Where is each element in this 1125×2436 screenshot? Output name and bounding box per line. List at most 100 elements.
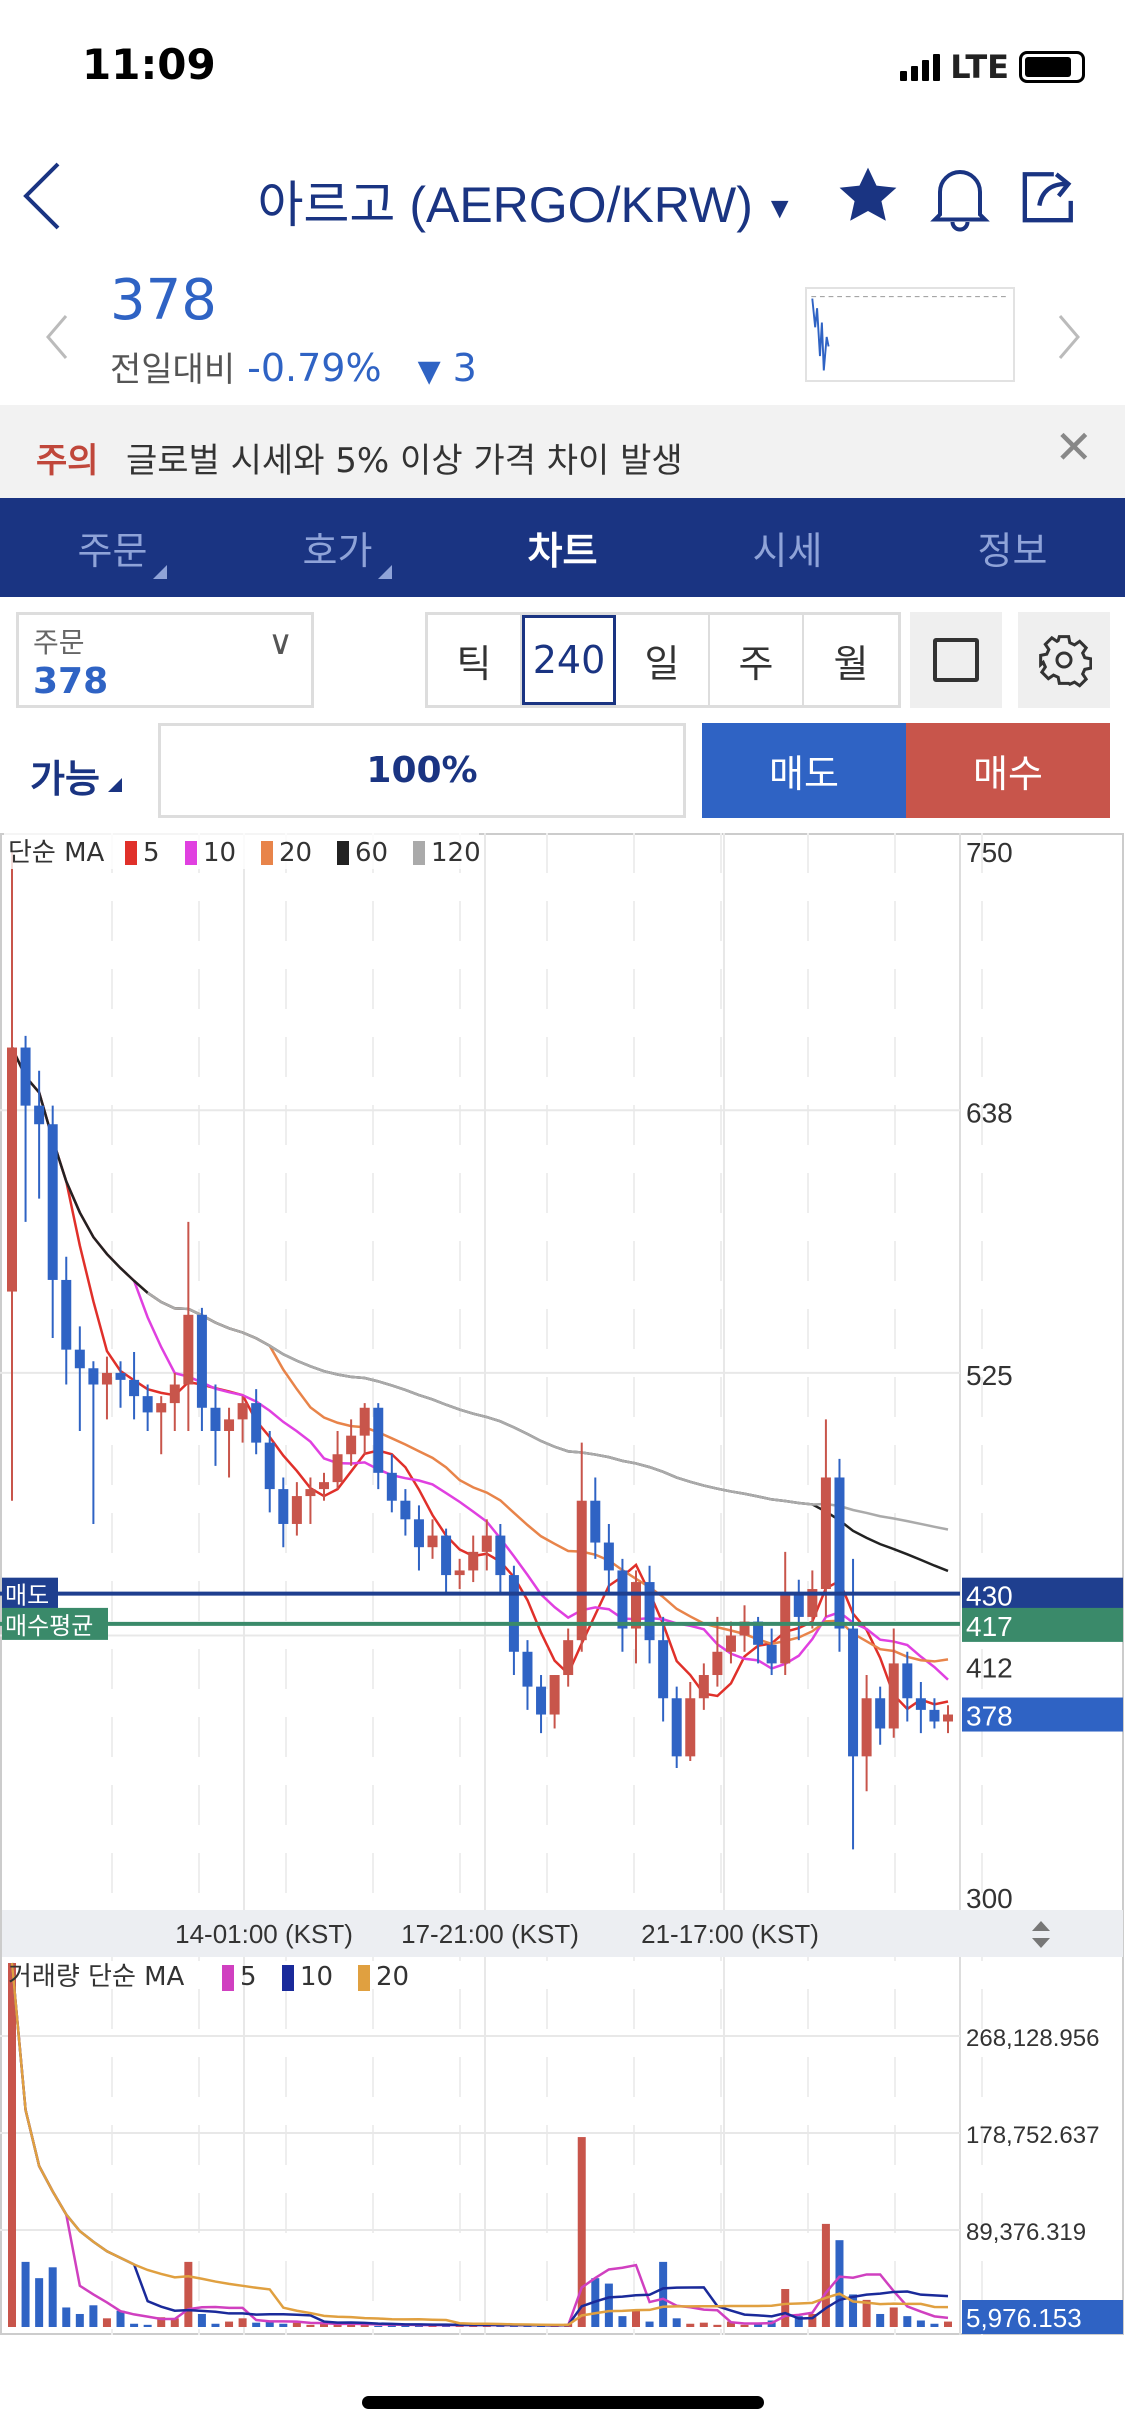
time-tick-label: 14-01:00 (KST) bbox=[175, 1919, 353, 1949]
candle-body bbox=[373, 1407, 384, 1473]
status-indicators: LTE bbox=[900, 48, 1085, 86]
warning-text: 글로벌 시세와 5% 이상 가격 차이 발생 bbox=[126, 441, 683, 481]
volume-bar bbox=[455, 2325, 464, 2327]
line-tag-label: 매도 bbox=[5, 1582, 49, 1610]
tab-market[interactable]: 시세 bbox=[675, 498, 900, 597]
volume-bar bbox=[726, 2321, 735, 2327]
current-price-bg bbox=[962, 1697, 1123, 1732]
candle-body bbox=[780, 1593, 791, 1664]
fullscreen-button[interactable] bbox=[910, 612, 1002, 708]
tab-info[interactable]: 정보 bbox=[900, 498, 1125, 597]
candle-body bbox=[820, 1477, 831, 1590]
candle-body bbox=[196, 1314, 207, 1408]
interval-week[interactable]: 주 bbox=[710, 615, 804, 705]
next-coin-icon[interactable] bbox=[1054, 312, 1084, 362]
candle-body bbox=[481, 1535, 492, 1552]
dropdown-icon[interactable]: ▼ bbox=[764, 191, 795, 225]
legend-swatch-20 bbox=[261, 841, 273, 865]
candle-body bbox=[115, 1372, 126, 1380]
price-chart[interactable]: 750 638 525 412 300 매도 430 매수평균 417 378 단순 MA 5 10 20… bbox=[0, 833, 1125, 2338]
network-label: LTE bbox=[950, 48, 1009, 86]
settings-button[interactable] bbox=[1018, 612, 1110, 708]
candle-body bbox=[319, 1482, 329, 1490]
mini-sparkline[interactable] bbox=[805, 287, 1015, 382]
interval-month[interactable]: 월 bbox=[833, 641, 869, 686]
back-icon[interactable] bbox=[20, 160, 64, 232]
tab-label: 주문 bbox=[77, 529, 148, 573]
volume-bar bbox=[333, 2324, 342, 2327]
volume-bar bbox=[645, 2321, 654, 2327]
candle-body bbox=[20, 1047, 31, 1106]
candle-body bbox=[129, 1379, 140, 1397]
available-dropdown[interactable]: 가능 bbox=[30, 748, 122, 803]
candle-body bbox=[875, 1698, 886, 1729]
price-tick-label: 412 bbox=[966, 1653, 1013, 1684]
legend-label: 20 bbox=[279, 838, 312, 868]
home-indicator[interactable] bbox=[362, 2396, 764, 2409]
interval-day[interactable]: 일 bbox=[616, 615, 710, 705]
volume-bar bbox=[211, 2323, 220, 2327]
tab-order[interactable]: 주문 bbox=[0, 498, 225, 597]
candle-body bbox=[468, 1551, 479, 1571]
candle-body bbox=[631, 1582, 641, 1629]
prev-coin-icon[interactable] bbox=[42, 312, 72, 362]
volume-bar bbox=[170, 2318, 179, 2327]
gear-icon bbox=[1039, 635, 1092, 688]
volume-ma-line-20 bbox=[10, 1962, 949, 2327]
order-label: 주문 bbox=[33, 626, 85, 659]
candle-body bbox=[943, 1714, 953, 1722]
price-legend-label: 단순 MA bbox=[8, 838, 105, 868]
candle-body bbox=[495, 1535, 506, 1576]
candle-body bbox=[549, 1675, 560, 1715]
share-icon[interactable] bbox=[1020, 165, 1078, 227]
candle-body bbox=[47, 1124, 58, 1280]
tab-label: 정보 bbox=[977, 529, 1048, 573]
candle-body bbox=[359, 1407, 370, 1436]
volume-bar bbox=[659, 2261, 668, 2327]
line-tag-bg bbox=[2, 1607, 108, 1640]
tab-label: 차트 bbox=[527, 529, 598, 573]
candle-body bbox=[576, 1500, 587, 1641]
tab-bar: 주문 호가 차트 시세 정보 bbox=[0, 498, 1125, 597]
volume-bar bbox=[713, 2324, 722, 2327]
interval-tick[interactable]: 틱 bbox=[428, 615, 522, 705]
volume-bar bbox=[157, 2317, 166, 2327]
candle-body bbox=[169, 1384, 180, 1404]
candle-body bbox=[278, 1489, 289, 1524]
candle-body bbox=[915, 1698, 926, 1710]
legend-label: 10 bbox=[203, 838, 236, 868]
order-price-dropdown[interactable]: 주문 378 ∨ bbox=[16, 612, 314, 708]
sell-button[interactable]: 매도 bbox=[702, 723, 906, 818]
close-icon[interactable]: ✕ bbox=[1054, 420, 1093, 474]
volume-bar bbox=[428, 2325, 437, 2327]
line-tag-bg bbox=[2, 1577, 58, 1610]
candle-body bbox=[536, 1686, 547, 1715]
candle-body bbox=[61, 1279, 72, 1350]
change-amount: 3 bbox=[452, 346, 477, 390]
candle-body bbox=[698, 1675, 709, 1699]
page-title[interactable]: 아르고 (AERGO/KRW) ▼ bbox=[236, 165, 816, 237]
volume-bar bbox=[509, 2325, 518, 2327]
candle-body bbox=[291, 1496, 302, 1524]
interval-240[interactable]: 240 bbox=[522, 615, 616, 705]
candle-body bbox=[224, 1419, 235, 1431]
change-label: 전일대비 bbox=[110, 350, 236, 390]
candle-body bbox=[834, 1477, 845, 1629]
volume-bar bbox=[184, 2261, 193, 2327]
candle-body bbox=[603, 1542, 614, 1571]
volume-current-bg bbox=[962, 2300, 1123, 2334]
legend-label: 120 bbox=[431, 838, 481, 868]
buy-button[interactable]: 매수 bbox=[906, 723, 1110, 818]
star-icon[interactable] bbox=[836, 165, 900, 227]
volume-tick-label: 268,128.956 bbox=[966, 2025, 1099, 2052]
volume-bar bbox=[48, 2267, 57, 2327]
tab-orderbook[interactable]: 호가 bbox=[225, 498, 450, 597]
candle-body bbox=[34, 1105, 45, 1125]
volume-bar bbox=[8, 1963, 16, 2327]
volume-legend-swatch-20 bbox=[358, 1965, 370, 1991]
tab-chart[interactable]: 차트 bbox=[450, 498, 675, 597]
candle-body bbox=[251, 1403, 262, 1443]
candle-body bbox=[183, 1314, 194, 1385]
percent-selector[interactable]: 100% bbox=[158, 723, 686, 818]
bell-icon[interactable] bbox=[930, 162, 990, 232]
